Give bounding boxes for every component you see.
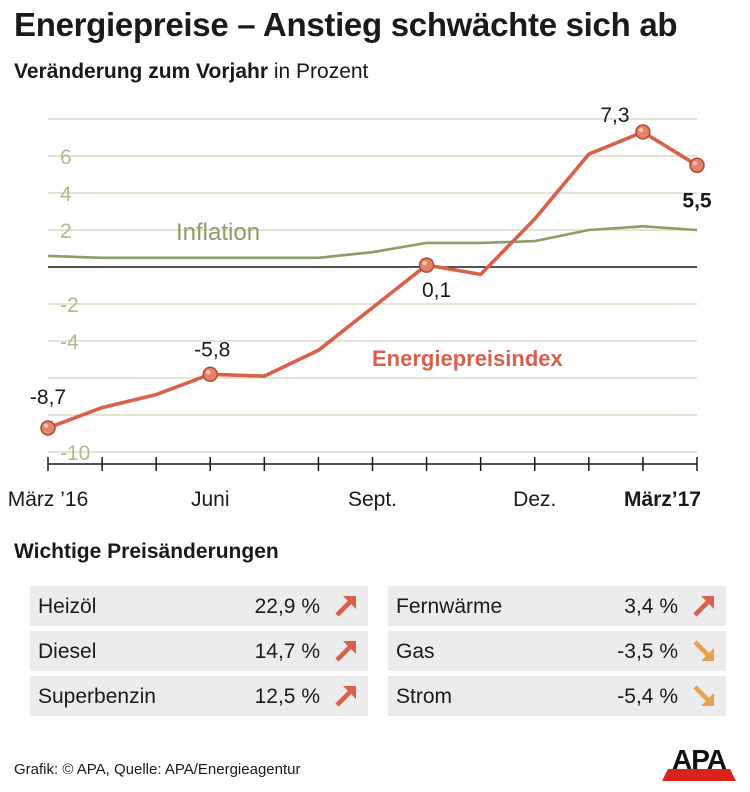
arrow-down-right-icon — [693, 685, 714, 706]
energy-data-point — [418, 257, 435, 273]
energy-data-point-highlight — [638, 127, 644, 133]
energy-data-point-highlight — [206, 370, 211, 375]
y-tick-label: -10 — [60, 442, 90, 465]
energy-data-label: 5,5 — [682, 189, 712, 212]
source-credit: Grafik: © APA, Quelle: APA/Energieagentu… — [14, 761, 301, 778]
y-tick-label: -2 — [60, 294, 79, 317]
price-changes-title: Wichtige Preisänderungen — [14, 540, 279, 563]
price-item-label: Diesel — [38, 640, 97, 663]
price-item-label: Fernwärme — [396, 595, 503, 618]
energy-data-label: -8,7 — [30, 386, 66, 409]
arrow-up-right-icon — [693, 596, 714, 617]
inflation-series-name: Inflation — [176, 219, 260, 246]
price-item: Diesel 14,7 % — [30, 631, 368, 671]
apa-logo: APA — [662, 745, 736, 781]
arrow-down-right-icon — [693, 640, 714, 661]
y-tick-label: 6 — [60, 146, 72, 169]
y-tick-label: 4 — [60, 183, 72, 206]
arrow-up-right-icon — [335, 641, 356, 662]
y-tick-layer: 6 4 2 -2 -4 -10 — [60, 146, 90, 465]
price-item: Gas -3,5 % — [388, 631, 726, 671]
energy-data-point — [635, 124, 651, 140]
line-chart: 642-2-4-10 März ’16 Juni Sept. Dez. März’17 … — [8, 104, 712, 511]
energy-price-line — [47, 130, 698, 430]
energy-data-point-highlight — [692, 161, 698, 166]
arrow-up-right-icon — [335, 596, 356, 617]
chart-subtitle: Veränderung zum Vorjahr in Prozent — [14, 60, 368, 84]
price-item: Fernwärme 3,4 % — [388, 586, 726, 626]
price-item-label: Superbenzin — [38, 685, 156, 708]
x-tick-label: Dez. — [513, 488, 556, 511]
energy-data-point-highlight — [422, 260, 427, 266]
subtitle-rest: in Prozent — [268, 60, 369, 83]
x-tick-label: März’17 — [624, 488, 701, 511]
price-item-label: Strom — [396, 685, 453, 708]
y-tick-label: 2 — [60, 220, 72, 243]
arrow-up-right-icon — [335, 686, 356, 707]
energy-data-point — [40, 420, 56, 436]
price-item: Strom -5,4 % — [388, 676, 726, 716]
energy-series-name: Energiepreisindex — [372, 346, 564, 371]
x-tick-label: Juni — [191, 488, 230, 511]
price-item-value: 3,4 % — [624, 595, 678, 618]
price-item-label: Gas — [396, 640, 435, 663]
apa-logo-text: APA — [671, 744, 727, 775]
subtitle-bold: Veränderung zum Vorjahr — [14, 60, 268, 83]
price-item: Superbenzin 12,5 % — [30, 676, 368, 716]
energy-data-label: -5,8 — [194, 338, 230, 361]
energy-data-label: 7,3 — [600, 104, 629, 127]
energy-data-point — [689, 157, 705, 173]
inflation-line — [47, 225, 698, 260]
x-axis-layer: März ’16 Juni Sept. Dez. März’17 — [8, 457, 701, 511]
energy-data-point-highlight — [43, 423, 49, 429]
marker-layer: -8,7 -5,8 0,1 7,3 5,5 — [30, 104, 712, 436]
price-item: Heizöl 22,9 % — [30, 586, 368, 626]
x-tick-label: März ’16 — [8, 488, 89, 511]
price-item-label: Heizöl — [38, 595, 97, 618]
energy-data-point — [202, 366, 218, 383]
apa-logo-mark — [662, 769, 736, 781]
price-item-value: -3,5 % — [617, 640, 678, 663]
price-item-value: 22,9 % — [254, 595, 320, 618]
price-item-value: -5,4 % — [617, 685, 678, 708]
price-item-value: 14,7 % — [254, 640, 320, 663]
energy-data-label: 0,1 — [422, 279, 451, 302]
series-layer: Inflation Energiepreisindex — [47, 130, 698, 430]
x-tick-label: Sept. — [348, 488, 397, 511]
chart-title: Energiepreise – Anstieg schwächte sich a… — [14, 6, 678, 43]
price-item-value: 12,5 % — [254, 685, 320, 708]
y-tick-label: -4 — [60, 331, 79, 354]
grid-layer — [48, 118, 697, 453]
